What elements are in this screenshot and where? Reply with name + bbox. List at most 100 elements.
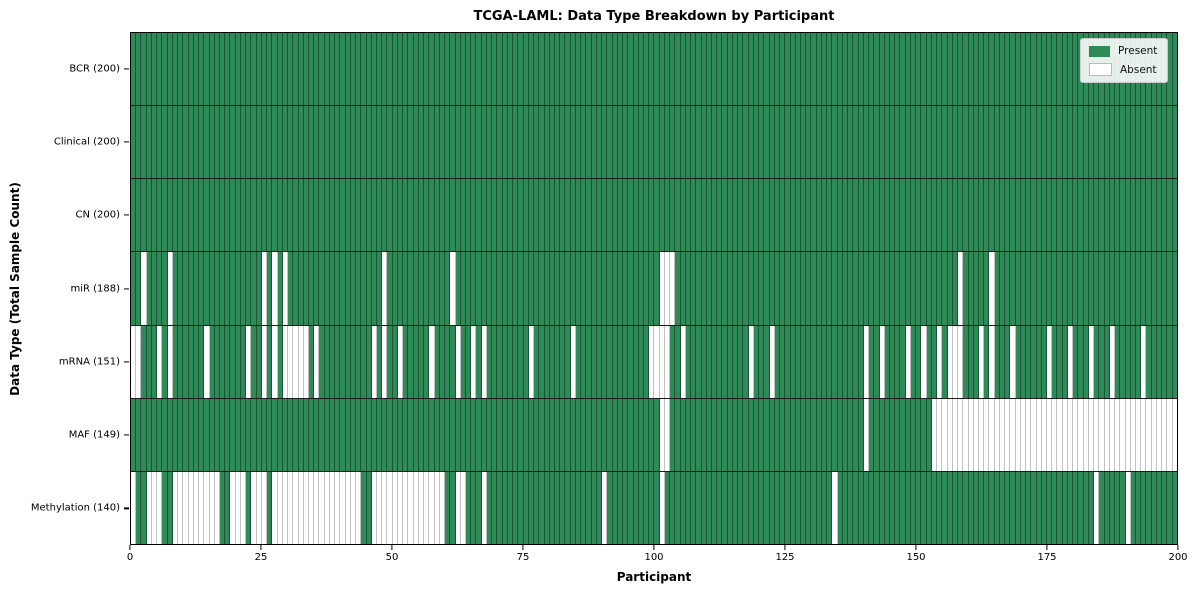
cell	[324, 33, 330, 106]
cell	[1010, 106, 1016, 179]
cell	[685, 398, 692, 471]
cell	[638, 179, 644, 252]
cell	[183, 398, 189, 471]
cell	[858, 252, 864, 325]
cell	[554, 325, 561, 398]
cell	[994, 471, 1000, 544]
cell	[225, 325, 231, 398]
cell	[219, 179, 226, 252]
cell	[769, 179, 775, 252]
cell	[167, 471, 173, 544]
cell	[1115, 179, 1121, 252]
cell	[654, 179, 660, 252]
cell	[591, 325, 597, 398]
cell	[455, 33, 461, 106]
cell	[1104, 252, 1110, 325]
cell	[1036, 106, 1042, 179]
cell	[356, 471, 362, 544]
cell	[942, 179, 948, 252]
cell	[795, 106, 801, 179]
cell	[345, 398, 351, 471]
cell	[560, 252, 566, 325]
cell	[1020, 33, 1027, 106]
cell	[219, 106, 226, 179]
cell	[1073, 33, 1079, 106]
cell	[732, 471, 739, 544]
cell	[214, 252, 220, 325]
cell	[853, 33, 859, 106]
cell	[732, 33, 739, 106]
cell	[837, 179, 843, 252]
cell	[246, 33, 252, 106]
cell	[481, 179, 487, 252]
cell	[952, 252, 959, 325]
cell	[937, 252, 943, 325]
cell	[774, 398, 781, 471]
cell	[466, 179, 472, 252]
cell	[162, 106, 168, 179]
cell	[408, 179, 414, 252]
cell	[978, 179, 985, 252]
cell	[455, 179, 461, 252]
cell	[1010, 398, 1016, 471]
cell	[999, 471, 1006, 544]
cell	[528, 252, 535, 325]
cell	[272, 252, 278, 325]
cell	[476, 33, 482, 106]
cell	[1109, 106, 1116, 179]
cell	[596, 252, 603, 325]
cell	[748, 252, 754, 325]
cell	[209, 471, 215, 544]
cell	[743, 252, 749, 325]
cell	[884, 106, 890, 179]
cell	[1136, 325, 1142, 398]
cell	[832, 179, 838, 252]
cell	[706, 252, 713, 325]
cell	[617, 325, 624, 398]
cell	[607, 325, 613, 398]
cell	[1130, 179, 1136, 252]
cell	[895, 179, 901, 252]
cell	[188, 325, 194, 398]
cell	[801, 325, 807, 398]
cell	[335, 325, 341, 398]
cell	[303, 471, 309, 544]
cell	[377, 325, 383, 398]
cell	[246, 398, 252, 471]
cell	[1156, 325, 1163, 398]
cell	[523, 33, 529, 106]
cell	[518, 398, 524, 471]
cell	[926, 179, 932, 252]
cell	[732, 325, 739, 398]
cell	[523, 471, 529, 544]
cell	[895, 106, 901, 179]
cell	[874, 471, 880, 544]
cell	[460, 33, 466, 106]
cell	[879, 33, 885, 106]
cell	[973, 179, 979, 252]
cell	[769, 471, 775, 544]
cell	[225, 398, 231, 471]
y-tick-mark	[124, 141, 129, 143]
cell	[387, 106, 393, 179]
cell	[937, 471, 943, 544]
cell	[366, 252, 372, 325]
cell	[424, 179, 430, 252]
cell	[1167, 325, 1173, 398]
cell	[303, 33, 309, 106]
cell	[209, 33, 215, 106]
cell	[172, 325, 179, 398]
cell	[513, 33, 519, 106]
cell	[743, 33, 749, 106]
cell	[879, 179, 885, 252]
cell	[518, 252, 524, 325]
cell	[251, 179, 257, 252]
cell	[926, 325, 932, 398]
cell	[256, 325, 262, 398]
cell	[408, 33, 414, 106]
cell	[1015, 398, 1021, 471]
cell	[1120, 398, 1126, 471]
cell	[586, 106, 592, 179]
cell	[701, 106, 707, 179]
cell	[256, 398, 262, 471]
